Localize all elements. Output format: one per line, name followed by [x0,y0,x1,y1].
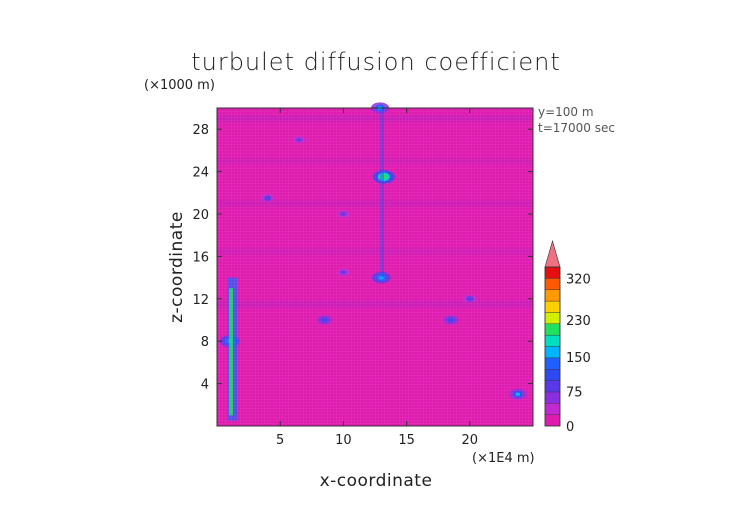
colorbar-label: 320 [566,273,591,288]
x-tick-label: 15 [398,433,415,448]
y-tick-label: 20 [192,208,209,223]
y-tick-label: 12 [192,293,209,308]
colorbar-label: 230 [566,314,591,329]
y-tick-label: 4 [201,378,209,393]
colorbar-frame [544,266,561,427]
colorbar-label: 150 [566,351,591,366]
y-axis-label: z-coordinate [167,211,187,323]
x-tick-label: 5 [276,433,284,448]
colorbar-segment [544,312,561,324]
chart-title: turbulet diffusion coefficient [191,48,561,76]
colorbar-label: 75 [566,385,583,400]
colorbar-segment [544,380,561,393]
colorbar-segment [544,300,561,313]
colorbar-segment [544,414,561,427]
colorbar-segment [544,289,561,302]
colorbar-segment [544,391,561,404]
plot-frame [216,107,534,427]
plot-hatch [217,108,533,426]
colorbar-extend-arrow [544,239,561,268]
y-tick-label: 28 [192,123,209,138]
colorbar-label: 0 [566,420,574,435]
colorbar-segment [544,278,561,290]
x-unit-label: (×1E4 m) [472,451,535,466]
heatmap-plot [216,102,534,427]
x-tick-label: 20 [462,433,479,448]
colorbar-segment [544,266,561,279]
annotation-t: t=17000 sec [538,121,615,135]
y-tick-label: 8 [201,335,209,350]
colorbar-segment [544,369,561,381]
x-axis-ticks: 5 10 15 20 [276,108,478,448]
colorbar-segment [544,357,561,370]
colorbar [544,239,561,427]
y-unit-label: (×1000 m) [144,78,215,93]
y-tick-label: 24 [192,166,209,181]
y-axis-ticks: 4 8 12 16 20 24 28 [192,123,533,393]
colorbar-segment [544,334,561,347]
y-tick-label: 16 [192,250,209,265]
colorbar-segment [544,403,561,415]
colorbar-labels: 0 75 150 230 320 [566,273,591,435]
colorbar-segment [544,323,561,336]
x-axis-label: x-coordinate [320,471,433,491]
annotation-y: y=100 m [538,105,594,119]
colorbar-segment [544,346,561,359]
x-tick-label: 10 [335,433,352,448]
